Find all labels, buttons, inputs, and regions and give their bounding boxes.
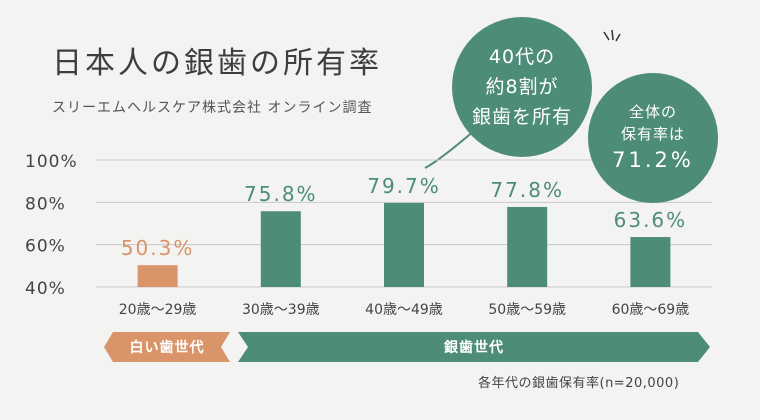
bar	[137, 265, 178, 287]
bar	[630, 237, 671, 287]
x-tick-label: 30歳～39歳	[242, 302, 320, 318]
data-label: 50.3%	[121, 236, 195, 260]
x-tick-label: 40歳～49歳	[365, 302, 443, 318]
x-tick-label: 50歳～59歳	[488, 302, 566, 318]
callout-overall-rate: 全体の 保有率は 71.2%	[588, 73, 718, 203]
callout-pointer	[424, 129, 476, 169]
callout-overall-line-2: 保有率は	[620, 125, 685, 143]
data-label: 63.6%	[614, 208, 688, 232]
callout-40s: 40代の 約8割が 銀歯を所有	[452, 17, 592, 157]
y-tick-label: 80%	[25, 194, 66, 214]
bar	[384, 202, 424, 287]
bar	[260, 211, 301, 287]
data-label: 79.7%	[367, 174, 441, 198]
white-teeth-generation-band: 白い歯世代	[104, 332, 230, 362]
callout-overall-value: 71.2%	[612, 148, 694, 172]
page-subtitle: スリーエムヘルスケア株式会社 オンライン調査	[52, 100, 373, 116]
callout-overall-line-1: 全体の	[628, 103, 677, 121]
chart-footnote: 各年代の銀歯保有率(n=20,000)	[478, 376, 680, 391]
silver-teeth-generation-band: 銀歯世代	[238, 332, 710, 362]
page-title: 日本人の銀歯の所有率	[52, 46, 382, 81]
data-label: 75.8%	[244, 182, 318, 206]
callout-40s-line-1: 40代の	[488, 46, 556, 68]
y-tick-label: 100%	[25, 152, 78, 172]
sparkle-icon	[603, 29, 621, 42]
callout-40s-line-3: 銀歯を所有	[471, 106, 572, 128]
y-tick-label: 60%	[25, 237, 66, 257]
data-label: 77.8%	[490, 178, 564, 202]
y-tick-label: 40%	[25, 279, 66, 299]
bar	[507, 206, 548, 287]
x-tick-label: 20歳～29歳	[119, 302, 197, 318]
callout-40s-line-2: 約8割が	[485, 76, 559, 98]
x-tick-label: 60歳～69歳	[612, 302, 690, 318]
